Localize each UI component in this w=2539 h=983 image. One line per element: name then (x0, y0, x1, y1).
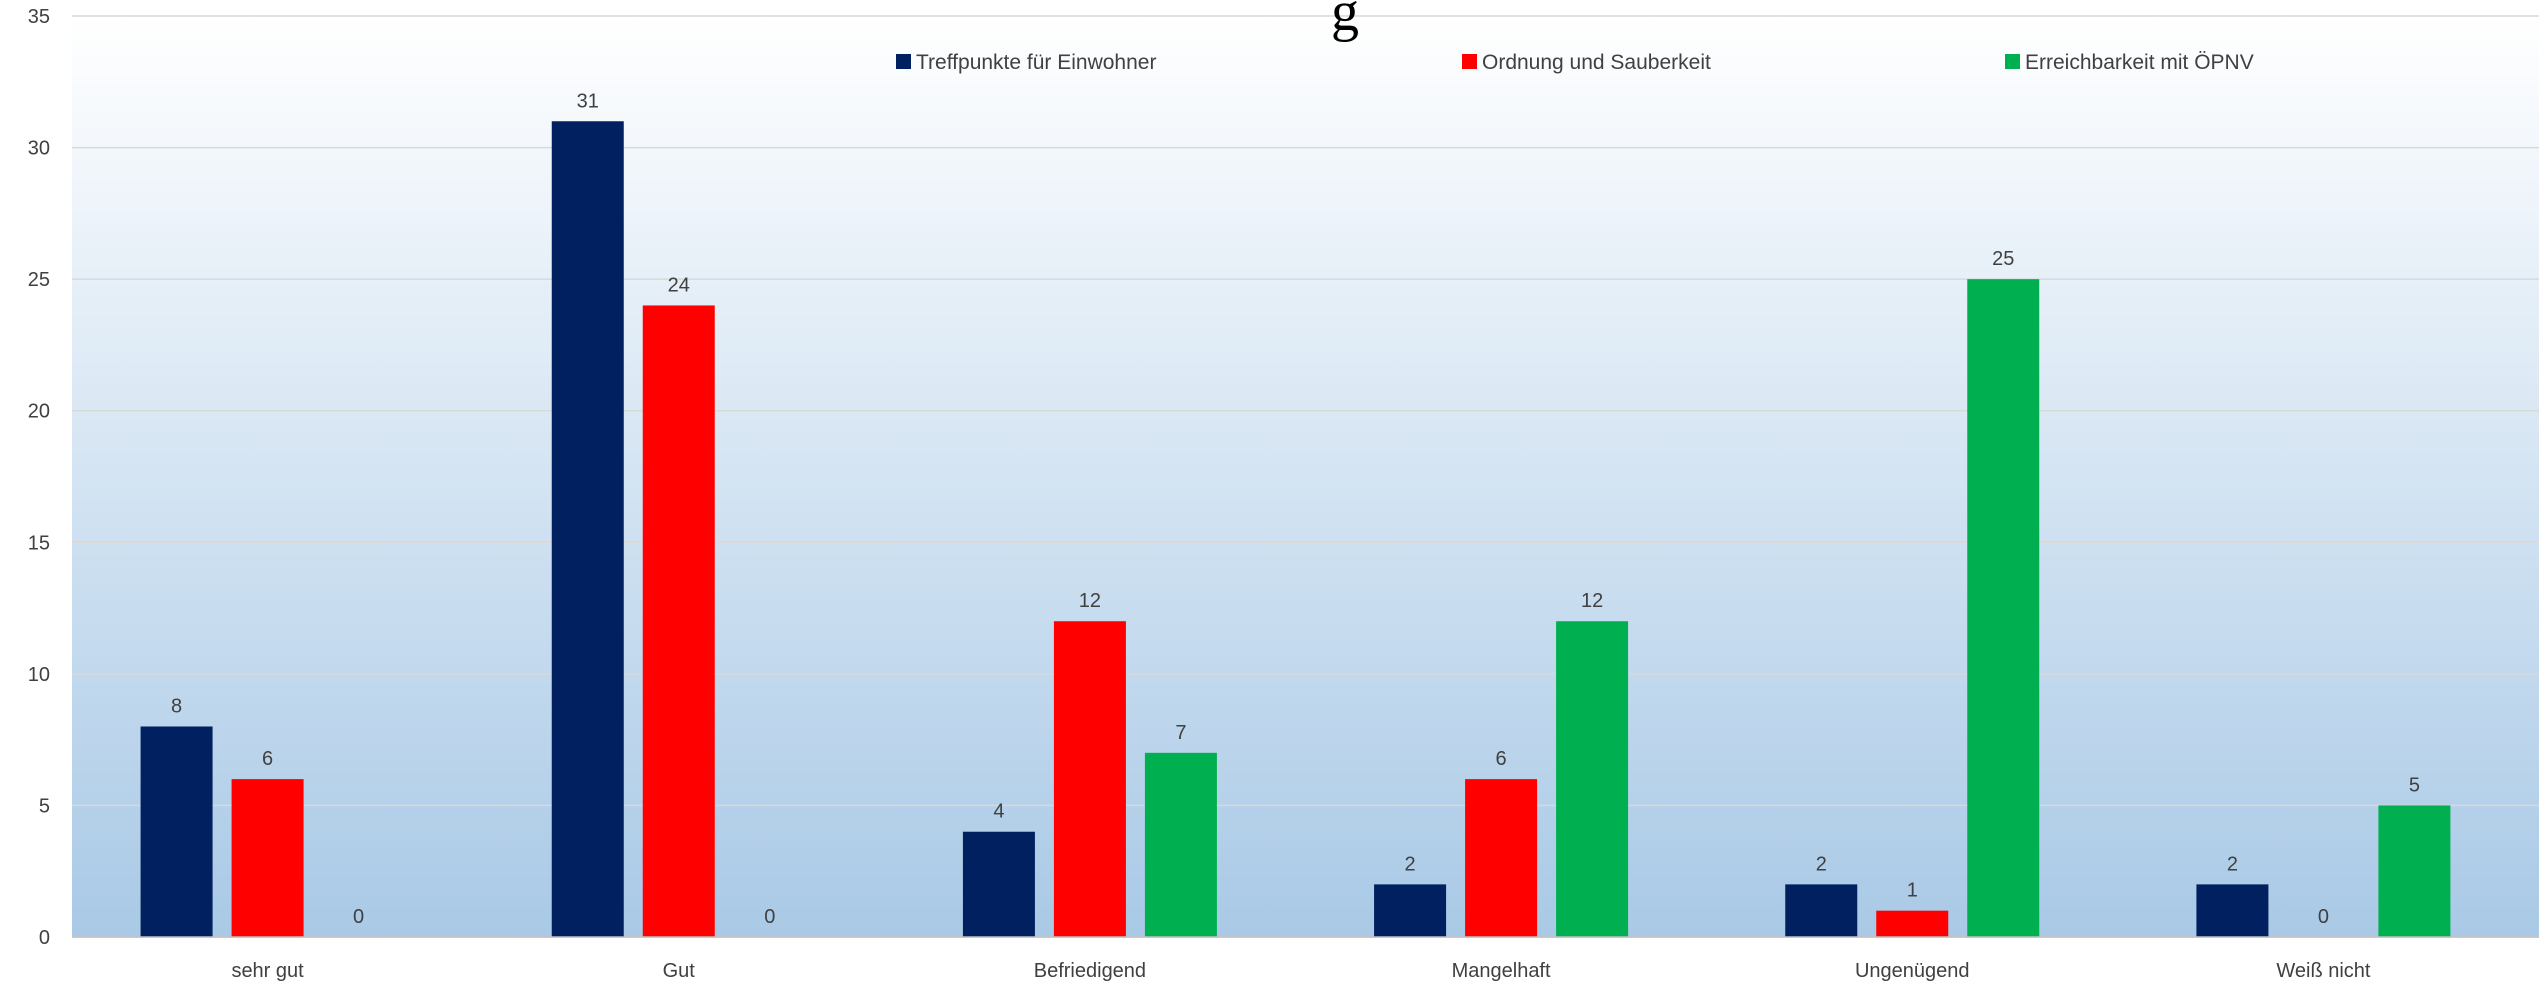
gridlines (72, 15, 2539, 938)
x-tick-label: Gut (663, 960, 696, 982)
data-label: 8 (171, 695, 182, 717)
x-tick-label: Befriedigend (1034, 960, 1146, 982)
y-tick-label: 30 (28, 138, 50, 160)
data-label: 25 (1992, 248, 2014, 270)
bar (551, 121, 624, 937)
bar (1967, 279, 2040, 938)
y-tick-label: 10 (28, 664, 50, 686)
data-label: 0 (353, 906, 364, 928)
data-label: 6 (1496, 748, 1507, 770)
data-label: 12 (1079, 590, 1101, 612)
bars (140, 121, 2451, 938)
data-label: 1 (1907, 880, 1918, 902)
x-tick-label: Weiß nicht (2276, 960, 2371, 982)
data-label: 24 (668, 274, 690, 296)
bar (642, 305, 715, 937)
bar (1785, 884, 1858, 937)
bar (140, 726, 213, 937)
data-label: 0 (764, 906, 775, 928)
bar (1556, 621, 1629, 937)
legend-swatch (2005, 54, 2020, 69)
bar (1876, 910, 1949, 937)
y-tick-label: 15 (28, 532, 50, 554)
chart-title: g (1331, 0, 1359, 43)
x-tick-label: Ungenügend (1855, 960, 1970, 982)
y-tick-label: 20 (28, 401, 50, 423)
y-tick-label: 25 (28, 269, 50, 291)
bar (1053, 621, 1126, 937)
x-tick-label: Mangelhaft (1452, 960, 1551, 982)
legend-label: Erreichbarkeit mit ÖPNV (2025, 51, 2254, 74)
data-label: 7 (1175, 722, 1186, 744)
x-tick-label: sehr gut (231, 960, 304, 982)
legend-swatch (1462, 54, 1477, 69)
bar (962, 831, 1035, 937)
bar (2378, 805, 2451, 937)
data-label: 31 (577, 90, 599, 112)
data-label: 4 (993, 801, 1004, 823)
y-tick-label: 5 (39, 795, 50, 817)
y-tick-label: 35 (28, 6, 50, 28)
bar (231, 779, 304, 937)
data-label: 2 (1405, 853, 1416, 875)
legend-label: Ordnung und Sauberkeit (1482, 51, 1711, 74)
data-label: 0 (2318, 906, 2329, 928)
data-label: 5 (2409, 774, 2420, 796)
data-labels: 8 6 0 31 24 0 4 12 7 2 6 12 2 1 25 2 0 5 (171, 90, 2420, 928)
data-label: 2 (2227, 853, 2238, 875)
bar (1144, 752, 1217, 937)
y-tick-label: 0 (39, 927, 50, 949)
plot-background (72, 16, 2539, 937)
data-label: 2 (1816, 853, 1827, 875)
data-label: 6 (262, 748, 273, 770)
legend-swatch (896, 54, 911, 69)
legend: Treffpunkte für Einwohner Ordnung und Sau… (896, 51, 2254, 74)
bar (2196, 884, 2269, 937)
data-label: 12 (1581, 590, 1603, 612)
bar (1374, 884, 1447, 937)
bar (1465, 779, 1538, 937)
legend-label: Treffpunkte für Einwohner (916, 51, 1156, 74)
